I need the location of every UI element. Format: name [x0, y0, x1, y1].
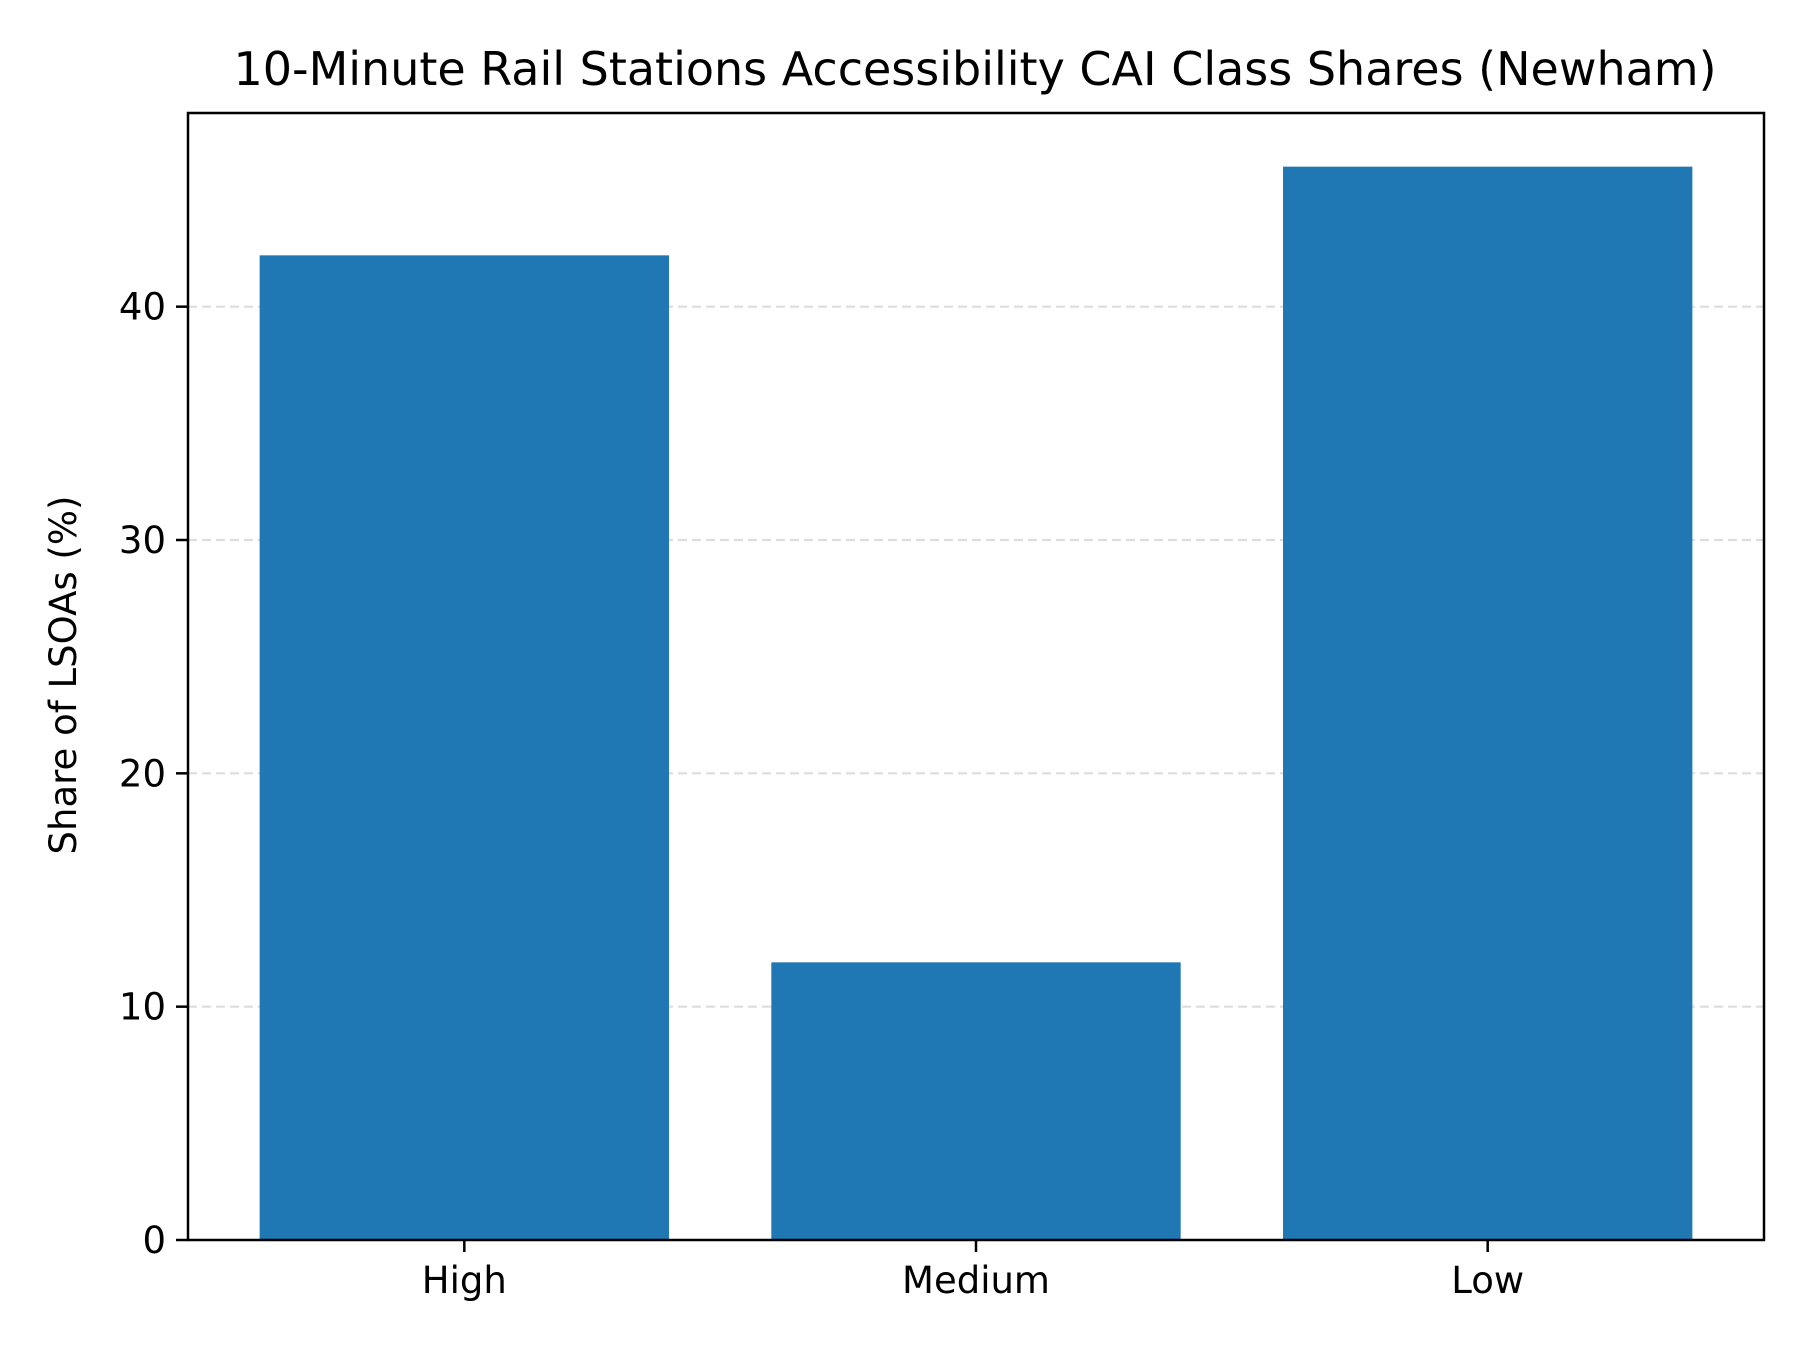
- y-axis-label: Share of LSOAs (%): [42, 496, 85, 855]
- y-tick-label: 30: [119, 519, 166, 562]
- y-tick-label: 40: [119, 286, 166, 329]
- bar-low: [1283, 166, 1693, 1241]
- chart-title: 10-Minute Rail Stations Accessibility CA…: [233, 42, 1716, 96]
- x-tick-label-medium: Medium: [902, 1259, 1050, 1302]
- y-axis-ticks: 0 10 20 30 40: [119, 286, 188, 1262]
- x-axis-ticks: High Medium Low: [422, 1240, 1524, 1302]
- bar-high: [259, 255, 669, 1241]
- y-tick-label: 20: [119, 752, 166, 795]
- bars: [259, 166, 1693, 1241]
- x-tick-label-low: Low: [1451, 1259, 1524, 1302]
- bar-medium: [771, 962, 1181, 1240]
- y-tick-label: 10: [119, 986, 166, 1029]
- x-tick-label-high: High: [422, 1259, 507, 1302]
- y-tick-label: 0: [142, 1219, 166, 1262]
